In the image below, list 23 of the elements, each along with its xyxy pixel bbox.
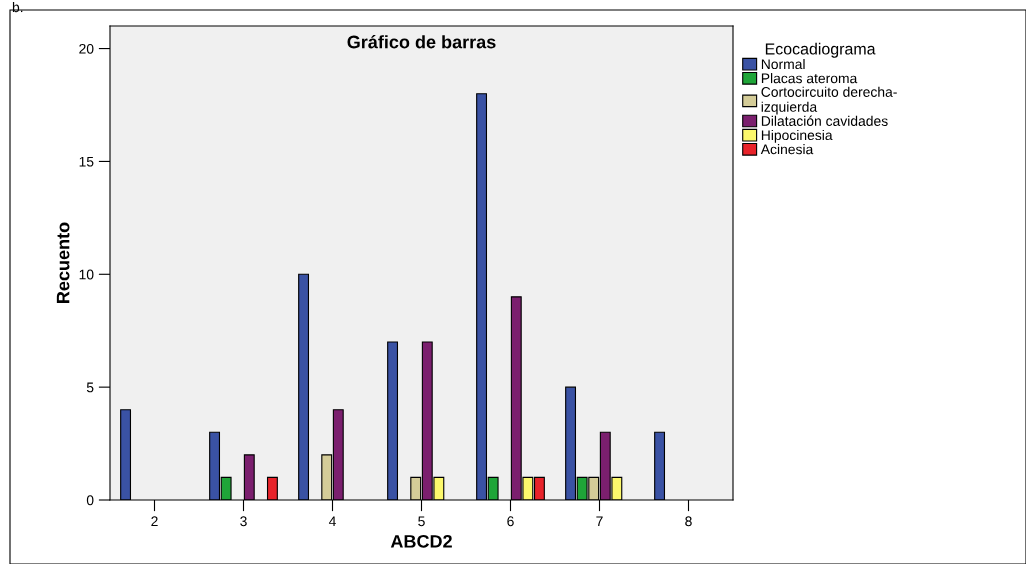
y-tick-label: 20 [79,43,94,54]
legend-title: Ecocadiograma [765,42,876,58]
chart-title: Gráfico de barras [347,34,496,49]
text: b. [12,2,23,13]
y-axis-title: Recuento [56,222,70,303]
x-axis-title: ABCD2 [390,534,452,548]
y-tick-label: 10 [79,269,94,280]
x-tick-label: 4 [328,516,336,527]
x-tick-label: 8 [685,516,692,527]
x-tick-label: 3 [240,516,247,527]
x-tick-label: 2 [151,516,158,527]
legend-label: Placas ateroma [761,73,858,84]
legend-label: Dilatación cavidades [761,115,888,126]
legend-label: Normal [761,58,805,70]
y-tick-label: 0 [86,495,94,506]
x-tick-label: 6 [507,516,514,527]
legend-label: Cortocircuito derecha- izquierda [761,86,897,115]
x-tick-label: 7 [596,516,603,527]
y-tick-label: 5 [86,382,94,393]
y-tick-label: 15 [79,156,94,167]
legend-label: Acinesia [760,144,814,155]
legend-label: Hipocinesia [761,129,833,143]
x-tick-label: 5 [418,516,425,527]
